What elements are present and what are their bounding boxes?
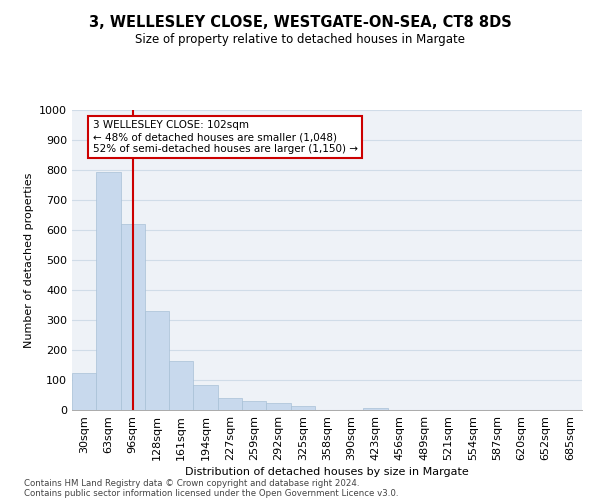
Bar — [121, 224, 145, 410]
Bar — [169, 361, 193, 410]
Text: 3, WELLESLEY CLOSE, WESTGATE-ON-SEA, CT8 8DS: 3, WELLESLEY CLOSE, WESTGATE-ON-SEA, CT8… — [89, 15, 511, 30]
Bar — [145, 311, 169, 410]
Bar — [218, 398, 242, 410]
Y-axis label: Number of detached properties: Number of detached properties — [23, 172, 34, 348]
Text: 3 WELLESLEY CLOSE: 102sqm
← 48% of detached houses are smaller (1,048)
52% of se: 3 WELLESLEY CLOSE: 102sqm ← 48% of detac… — [92, 120, 358, 154]
Bar — [96, 172, 121, 410]
Bar — [72, 372, 96, 410]
Text: Size of property relative to detached houses in Margate: Size of property relative to detached ho… — [135, 32, 465, 46]
X-axis label: Distribution of detached houses by size in Margate: Distribution of detached houses by size … — [185, 467, 469, 477]
Text: Contains public sector information licensed under the Open Government Licence v3: Contains public sector information licen… — [24, 488, 398, 498]
Bar — [266, 402, 290, 410]
Bar — [193, 386, 218, 410]
Bar — [242, 401, 266, 410]
Text: Contains HM Land Registry data © Crown copyright and database right 2024.: Contains HM Land Registry data © Crown c… — [24, 478, 359, 488]
Bar — [364, 408, 388, 410]
Bar — [290, 406, 315, 410]
